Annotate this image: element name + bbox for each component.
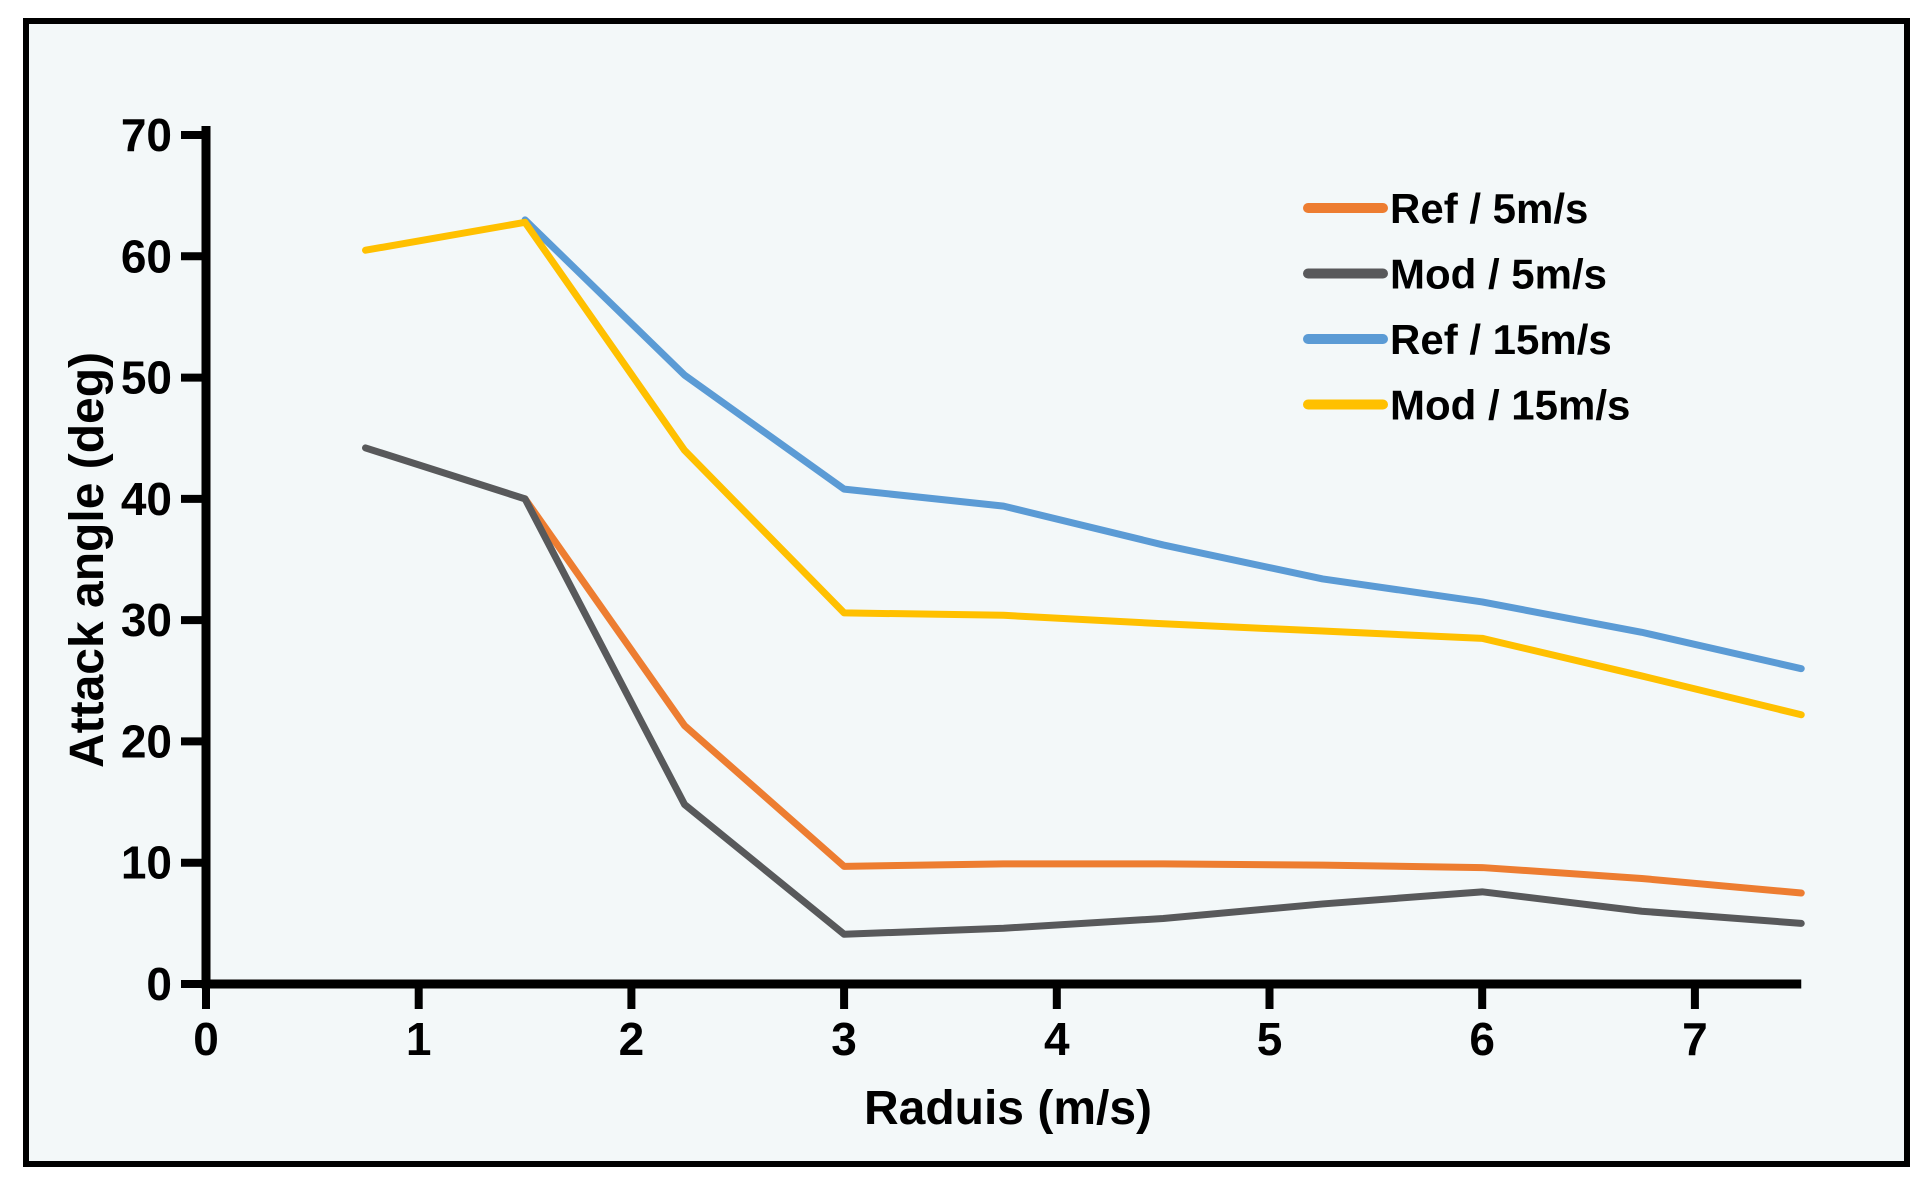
y-tick-label: 70: [121, 109, 172, 161]
series-line-ref-15m-s: [521, 216, 1805, 673]
y-tick-label: 60: [121, 230, 172, 282]
x-tick-label: 4: [1044, 1013, 1070, 1065]
y-tick-label: 30: [121, 594, 172, 646]
y-tick-label: 50: [121, 352, 172, 404]
legend-label-ref-5m-s: Ref / 5m/s: [1390, 185, 1588, 232]
x-tick-label: 2: [619, 1013, 645, 1065]
series-line-mod-15m-s: [362, 218, 1805, 719]
legend-label-mod-5m-s: Mod / 5m/s: [1390, 251, 1607, 298]
x-tick-label: 5: [1257, 1013, 1283, 1065]
y-tick-label: 20: [121, 715, 172, 767]
x-tick-label: 3: [831, 1013, 857, 1065]
legend-label-mod-15m-s: Mod / 15m/s: [1390, 382, 1630, 429]
series-line-mod-5m-s: [362, 444, 1805, 938]
legend-label-ref-15m-s: Ref / 15m/s: [1390, 316, 1612, 363]
y-axis-title: Attack angle (deg): [61, 352, 114, 768]
x-tick-label: 7: [1682, 1013, 1708, 1065]
x-tick-label: 1: [406, 1013, 432, 1065]
y-tick-label: 0: [146, 958, 172, 1010]
series-line-ref-5m-s: [521, 495, 1805, 897]
chart-frame: [23, 18, 1910, 1167]
x-axis-title: Raduis (m/s): [864, 1082, 1152, 1135]
y-tick-label: 10: [121, 837, 172, 889]
x-tick-label: 6: [1469, 1013, 1495, 1065]
y-tick-label: 40: [121, 473, 172, 525]
x-tick-label: 0: [193, 1013, 219, 1065]
